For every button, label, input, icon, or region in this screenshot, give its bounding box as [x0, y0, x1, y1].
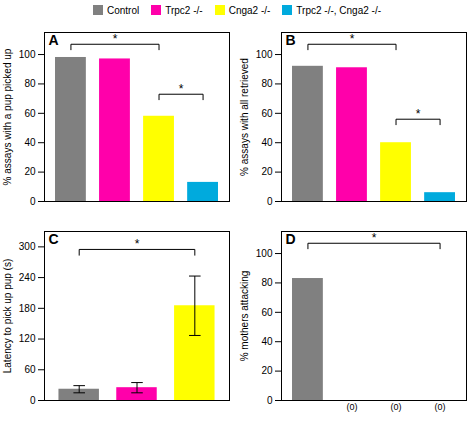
svg-text:100: 100: [256, 248, 273, 259]
svg-text:0: 0: [267, 196, 273, 207]
svg-text:120: 120: [19, 333, 36, 344]
svg-text:100: 100: [256, 49, 273, 60]
svg-text:% mothers attacking: % mothers attacking: [239, 271, 250, 362]
svg-text:300: 300: [19, 241, 36, 252]
svg-text:240: 240: [19, 272, 36, 283]
html-text:Control: Control: [107, 4, 140, 16]
html-text:Trpc2 -/-: Trpc2 -/-: [165, 4, 203, 16]
svg-text:40: 40: [261, 336, 273, 347]
svg-text:80: 80: [261, 78, 273, 89]
svg-text:*: *: [416, 107, 421, 121]
svg-text:60: 60: [24, 108, 36, 119]
svg-text:*: *: [135, 237, 140, 251]
svg-text:180: 180: [19, 303, 36, 314]
svg-text:D: D: [286, 231, 296, 247]
svg-text:B: B: [286, 32, 296, 48]
svg-text:*: *: [350, 32, 355, 46]
svg-text:Latency to pick up pup (s): Latency to pick up pup (s): [2, 259, 13, 374]
svg-text:(0): (0): [391, 402, 402, 412]
svg-text:0: 0: [267, 395, 273, 406]
svg-text:20: 20: [261, 365, 273, 376]
svg-text:A: A: [49, 32, 59, 48]
svg-text:80: 80: [261, 277, 273, 288]
svg-text:0: 0: [30, 395, 36, 406]
svg-text:% assays with a pup picked up: % assays with a pup picked up: [2, 48, 13, 185]
svg-text:(0): (0): [346, 402, 357, 412]
svg-text:80: 80: [24, 78, 36, 89]
svg-text:(0): (0): [435, 402, 446, 412]
html-text:Cnga2 -/-: Cnga2 -/-: [228, 4, 271, 16]
svg-text:*: *: [179, 82, 184, 96]
svg-text:% assays with all retrieved: % assays with all retrieved: [239, 58, 250, 176]
svg-text:60: 60: [24, 364, 36, 375]
svg-text:C: C: [49, 231, 59, 247]
svg-text:*: *: [113, 32, 118, 46]
svg-text:100: 100: [19, 49, 36, 60]
svg-text:*: *: [372, 231, 377, 245]
html-text:Trpc2 -/-, Cnga2 -/-: Trpc2 -/-, Cnga2 -/-: [296, 4, 381, 16]
svg-text:60: 60: [261, 108, 273, 119]
svg-text:60: 60: [261, 307, 273, 318]
svg-text:20: 20: [261, 166, 273, 177]
svg-text:20: 20: [24, 166, 36, 177]
svg-text:40: 40: [24, 137, 36, 148]
svg-text:0: 0: [30, 196, 36, 207]
svg-text:40: 40: [261, 137, 273, 148]
